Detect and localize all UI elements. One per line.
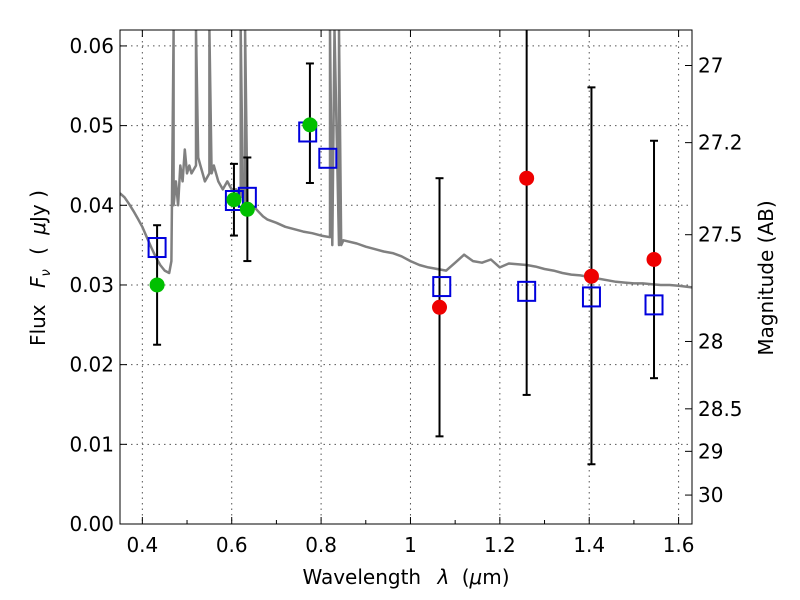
clipped-data [120, 30, 692, 466]
x-axis-title-unit-mu: μ [469, 565, 483, 589]
grid-lines [120, 30, 692, 524]
red-data-point [432, 299, 448, 315]
y2-tick-label: 27.2 [698, 131, 743, 155]
model-box-marker [318, 147, 338, 169]
model-box-marker [224, 190, 244, 212]
x-tick-label: 1.4 [573, 533, 605, 557]
green-data-point [149, 277, 165, 293]
green-data-point [302, 117, 318, 133]
green-data-point [226, 192, 242, 208]
y-tick-label: 0.06 [69, 34, 114, 58]
model-box-marker [517, 280, 537, 302]
y-axis-title-unit-mu: μ [26, 222, 50, 236]
y-tick-label: 0.03 [69, 273, 114, 297]
y-axis-title: Flux Fν ( μJy ) [26, 190, 55, 346]
x-tick-label: 1.2 [484, 533, 516, 557]
y2-tick-label: 30 [698, 483, 723, 507]
model-box-marker [644, 294, 664, 316]
y-tick-label: 0.05 [69, 114, 114, 138]
x-axis-title-word: Wavelength [302, 565, 421, 589]
y-tick-label: 0.00 [69, 512, 114, 536]
y-axis-title-subscript: ν [39, 269, 54, 276]
x-axis-title-symbol: λ [436, 565, 449, 589]
green-data-point [239, 201, 255, 217]
y2-tick-label: 28.5 [698, 397, 743, 421]
y2-tick-label: 27.5 [698, 223, 743, 247]
y2-tick-label: 28 [698, 329, 723, 353]
axis-ticks: 0.4 0.6 0.8 1 1.2 1.4 1.6 0.00 0.01 0.02 0.03 0.04 0… [69, 30, 743, 557]
red-data-point [583, 268, 599, 284]
red-data-point [646, 251, 662, 267]
y2-tick-label: 29 [698, 439, 723, 463]
y-axis-title-unit-open: ( [26, 247, 50, 255]
plot-area [120, 30, 692, 466]
model-box-marker [432, 276, 452, 298]
x-tick-label: 1 [404, 533, 417, 557]
y2-axis-title: Magnitude (AB) [754, 200, 778, 355]
x-tick-label: 0.6 [216, 533, 248, 557]
template-spectrum-line [120, 30, 692, 289]
x-axis-title-unit-rest: m) [482, 565, 509, 589]
x-axis-title-unit-open: ( [462, 565, 470, 589]
y-tick-label: 0.01 [69, 432, 114, 456]
y-tick-label: 0.04 [69, 193, 114, 217]
x-axis-title: Wavelength λ (μm) [302, 565, 509, 589]
y-tick-label: 0.02 [69, 353, 114, 377]
red-data-point [519, 170, 535, 186]
model-box-marker [147, 237, 167, 259]
y-axis-title-symbol: F [26, 276, 50, 288]
y-axis-title-word: Flux [26, 304, 50, 346]
x-tick-label: 1.6 [663, 533, 695, 557]
x-tick-label: 0.4 [126, 533, 158, 557]
model-box-marker [581, 286, 601, 308]
x-tick-label: 0.8 [305, 533, 337, 557]
plot-frame [119, 29, 693, 525]
y2-tick-label: 27 [698, 54, 723, 78]
y-axis-title-unit-rest: Jy ) [26, 190, 50, 224]
